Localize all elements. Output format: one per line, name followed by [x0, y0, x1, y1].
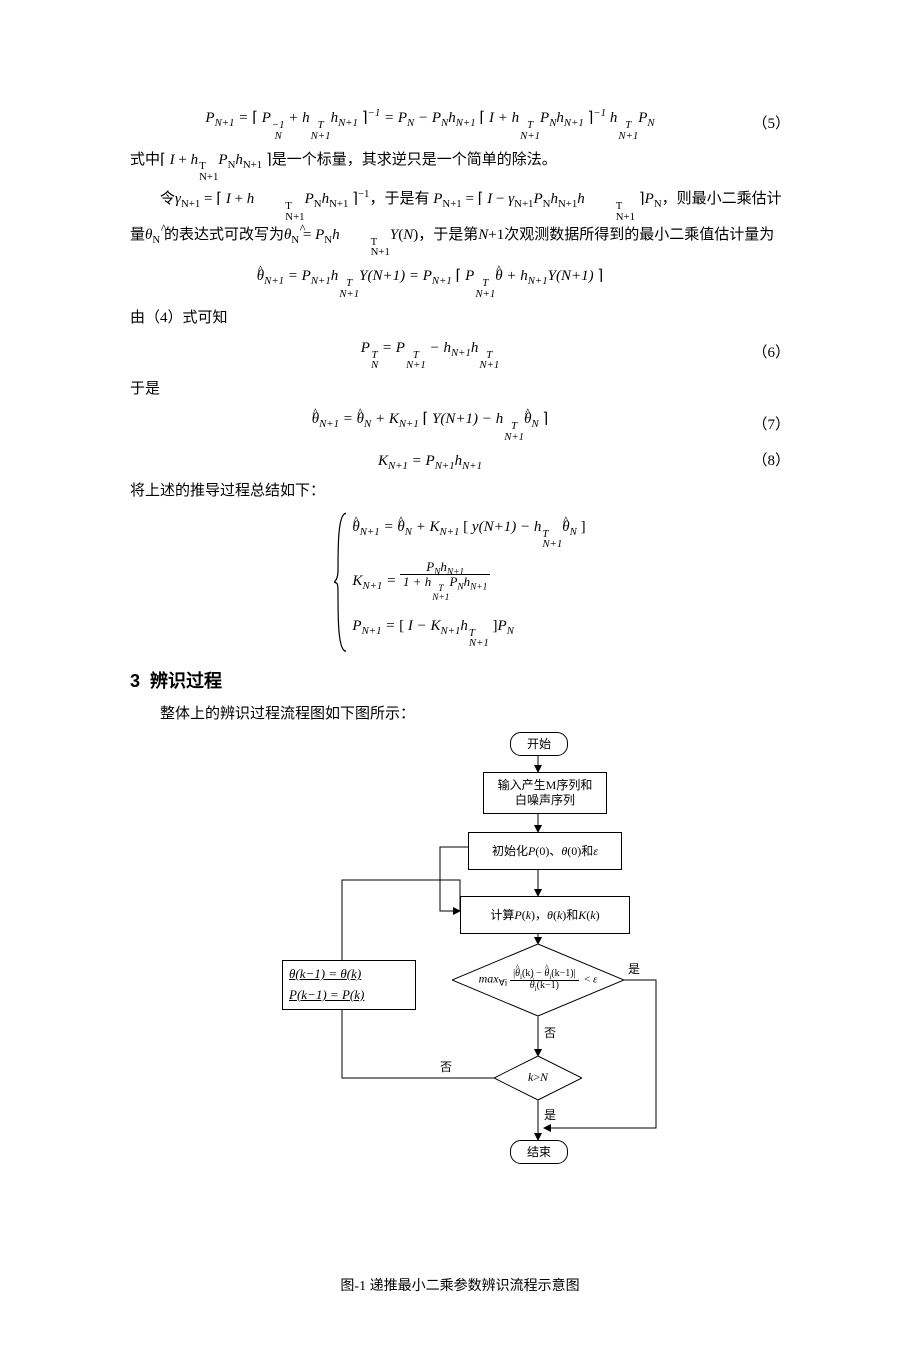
crit-yes-label: 是 [628, 960, 640, 979]
flow-criterion: max∀i |θi(k) − θi(k−1)| θi(k−1) < ε [452, 944, 624, 1016]
equation-5-number: （5） [730, 112, 790, 136]
flow-kgtn-label: k>N [494, 1056, 582, 1100]
equation-5-body: PN+1 = ⌈ P−1N + hTN+1hN+1 ⌉−1 = PN − PNh… [130, 106, 730, 142]
kgtn-no-label: 否 [440, 1058, 452, 1077]
flow-end: 结束 [510, 1140, 568, 1164]
section-heading: 3 辨识过程 [130, 667, 790, 696]
flowchart: 开始 输入产生M序列和白噪声序列 初始化P(0)、θ(0)和ε 计算P(k)，θ… [240, 732, 680, 1272]
equation-6-body: PTN = PTN+1 − hN+1hTN+1 [130, 336, 730, 372]
equation-8-number: （8） [730, 449, 790, 473]
flow-kgtn: k>N [494, 1056, 582, 1100]
equation-6-number: （6） [730, 341, 790, 365]
kgtn-yes-label: 是 [544, 1106, 556, 1125]
system-row-2: KN+1 = PNhN+1 1 + hTN+1PNhN+1 [352, 560, 585, 604]
system-row-1: θN+1 = θN + KN+1 [ y(N+1) − hTN+1θN ] [352, 515, 585, 551]
left-brace-icon [334, 511, 348, 654]
flow-calc: 计算P(k)，θ(k)和K(k) [460, 896, 630, 934]
equation-7-number: （7） [730, 413, 790, 437]
flow-loop-update: θ(k−1) = θ(k) P(k−1) = P(k) [282, 960, 416, 1010]
flow-input-label: 输入产生M序列和白噪声序列 [498, 778, 593, 808]
section-title: 辨识过程 [150, 671, 222, 691]
page: PN+1 = ⌈ P−1N + hTN+1hN+1 ⌉−1 = PN − PNh… [0, 0, 920, 1358]
gamma-line: 令γN+1 = ⌈ I + hTN+1PNhN+1 ⌉−1，于是有 PN+1 =… [130, 187, 790, 258]
equation-7: θN+1 = θN + KN+1 ⌈ Y(N+1) − hTN+1θN ⌉ （7… [130, 407, 790, 443]
system-row-3: PN+1 = [ I − KN+1hTN+1 ]PN [352, 614, 585, 650]
from-eq4-text: 由（4）式可知 [130, 306, 790, 330]
equation-6: PTN = PTN+1 − hN+1hTN+1 （6） [130, 336, 790, 372]
equation-8-body: KN+1 = PN+1hN+1 [130, 449, 730, 473]
crit-no-label: 否 [544, 1024, 556, 1043]
flow-criterion-label: max∀i |θi(k) − θi(k−1)| θi(k−1) < ε [452, 944, 624, 1016]
section-number: 3 [130, 671, 140, 691]
so-text: 于是 [130, 377, 790, 401]
equation-theta-expand: θN+1 = PN+1hTN+1Y(N+1) = PN+1 ⌈ PTN+1θ +… [130, 264, 790, 300]
equation-5: PN+1 = ⌈ P−1N + hTN+1hN+1 ⌉−1 = PN − PNh… [130, 106, 790, 142]
equation-theta-expand-body: θN+1 = PN+1hTN+1Y(N+1) = PN+1 ⌈ PTN+1θ +… [130, 264, 730, 300]
flow-input: 输入产生M序列和白噪声序列 [483, 772, 607, 814]
equation-8: KN+1 = PN+1hN+1 （8） [130, 449, 790, 473]
flow-init: 初始化P(0)、θ(0)和ε [468, 832, 622, 870]
summary-text: 将上述的推导过程总结如下： [130, 479, 790, 503]
equation-system: θN+1 = θN + KN+1 [ y(N+1) − hTN+1θN ] KN… [334, 511, 585, 654]
figure-caption: 图-1 递推最小二乘参数辨识流程示意图 [130, 1276, 790, 1298]
text-after-eq5: 式中⌈ I + hTN+1PNhN+1 ⌉是一个标量，其求逆只是一个简单的除法。 [130, 148, 790, 184]
flow-start: 开始 [510, 732, 568, 756]
section-intro: 整体上的辨识过程流程图如下图所示： [130, 702, 790, 726]
equation-7-body: θN+1 = θN + KN+1 ⌈ Y(N+1) − hTN+1θN ⌉ [130, 407, 730, 443]
